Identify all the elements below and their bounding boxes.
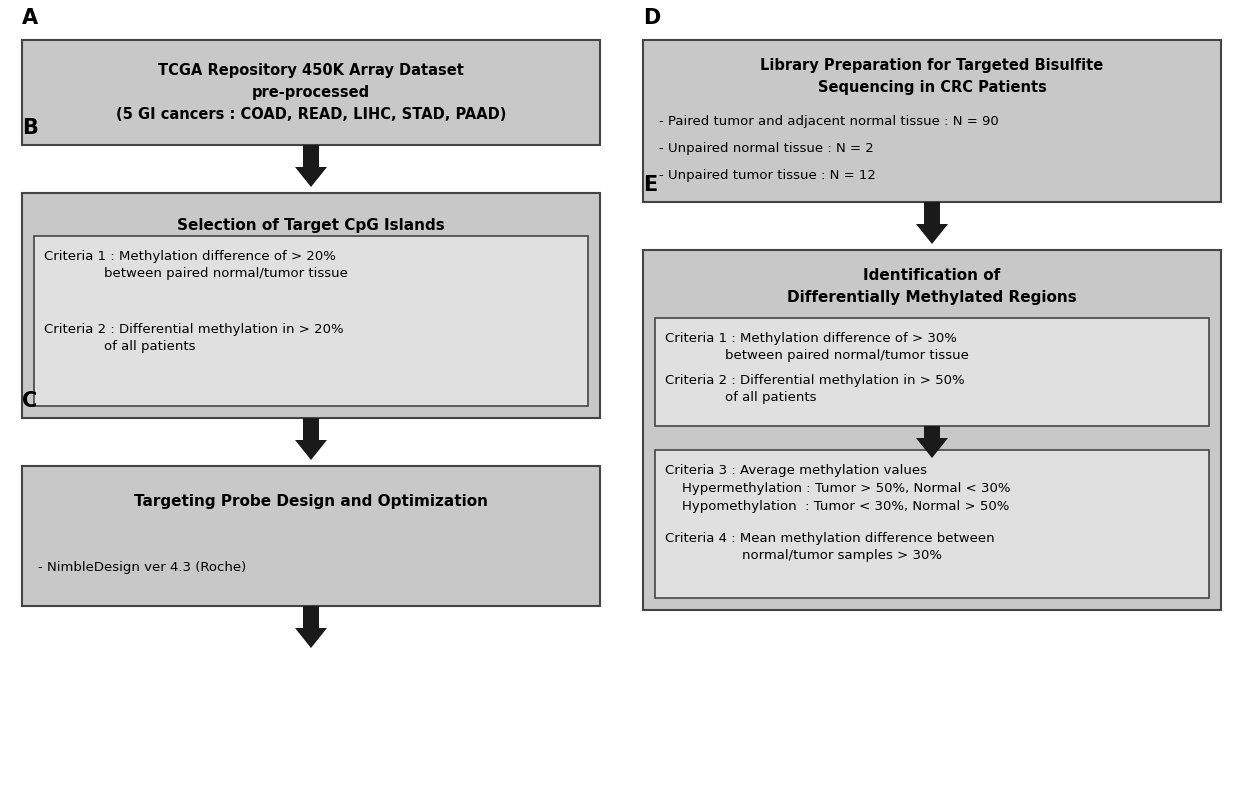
Bar: [643, 40, 1222, 202]
Bar: [924, 202, 940, 224]
Text: - Unpaired normal tissue : N = 2: - Unpaired normal tissue : N = 2: [659, 142, 874, 155]
Text: - Paired tumor and adjacent normal tissue : N = 90: - Paired tumor and adjacent normal tissu…: [659, 115, 999, 128]
Text: TCGA Repository 450K Array Dataset
pre-processed
(5 GI cancers : COAD, READ, LIH: TCGA Repository 450K Array Dataset pre-p…: [116, 63, 506, 121]
Bar: [643, 250, 1222, 610]
Polygon shape: [295, 440, 327, 460]
Bar: [924, 426, 940, 438]
Text: Criteria 1 : Methylation difference of > 20%: Criteria 1 : Methylation difference of >…: [44, 250, 336, 263]
Text: Hypomethylation  : Tumor < 30%, Normal > 50%: Hypomethylation : Tumor < 30%, Normal > …: [664, 500, 1009, 513]
Text: Hypermethylation : Tumor > 50%, Normal < 30%: Hypermethylation : Tumor > 50%, Normal <…: [664, 482, 1010, 495]
Text: between paired normal/tumor tissue: between paired normal/tumor tissue: [724, 349, 969, 362]
Bar: [22, 40, 600, 145]
Text: - NimbleDesign ver 4.3 (Roche): - NimbleDesign ver 4.3 (Roche): [37, 561, 246, 574]
Text: Identification of
Differentially Methylated Regions: Identification of Differentially Methyla…: [787, 268, 1077, 305]
Bar: [304, 418, 318, 440]
Polygon shape: [916, 224, 948, 244]
Bar: [304, 606, 318, 628]
Text: of all patients: of all patients: [724, 391, 817, 404]
Polygon shape: [295, 628, 327, 648]
Text: Criteria 2 : Differential methylation in > 20%: Criteria 2 : Differential methylation in…: [44, 323, 343, 336]
Text: Library Preparation for Targeted Bisulfite
Sequencing in CRC Patients: Library Preparation for Targeted Bisulfi…: [761, 58, 1104, 95]
Text: E: E: [643, 175, 657, 195]
Polygon shape: [916, 438, 948, 458]
Text: Criteria 4 : Mean methylation difference between: Criteria 4 : Mean methylation difference…: [664, 532, 994, 545]
Bar: [654, 318, 1209, 426]
Text: normal/tumor samples > 30%: normal/tumor samples > 30%: [724, 549, 942, 562]
Bar: [304, 145, 318, 167]
Text: between paired normal/tumor tissue: between paired normal/tumor tissue: [104, 267, 348, 280]
Text: B: B: [22, 118, 37, 138]
Text: C: C: [22, 391, 37, 411]
Text: D: D: [643, 8, 661, 28]
Text: Criteria 3 : Average methylation values: Criteria 3 : Average methylation values: [664, 464, 927, 477]
Bar: [654, 450, 1209, 598]
Polygon shape: [295, 167, 327, 187]
Text: Selection of Target CpG Islands: Selection of Target CpG Islands: [177, 218, 445, 233]
Text: Criteria 1 : Methylation difference of > 30%: Criteria 1 : Methylation difference of >…: [664, 332, 957, 345]
Text: A: A: [22, 8, 39, 28]
Text: - Unpaired tumor tissue : N = 12: - Unpaired tumor tissue : N = 12: [659, 169, 876, 182]
Text: Criteria 2 : Differential methylation in > 50%: Criteria 2 : Differential methylation in…: [664, 374, 964, 387]
Bar: [22, 466, 600, 606]
Bar: [34, 236, 588, 406]
Text: Targeting Probe Design and Optimization: Targeting Probe Design and Optimization: [134, 494, 488, 509]
Text: of all patients: of all patients: [104, 340, 196, 353]
Bar: [22, 193, 600, 418]
